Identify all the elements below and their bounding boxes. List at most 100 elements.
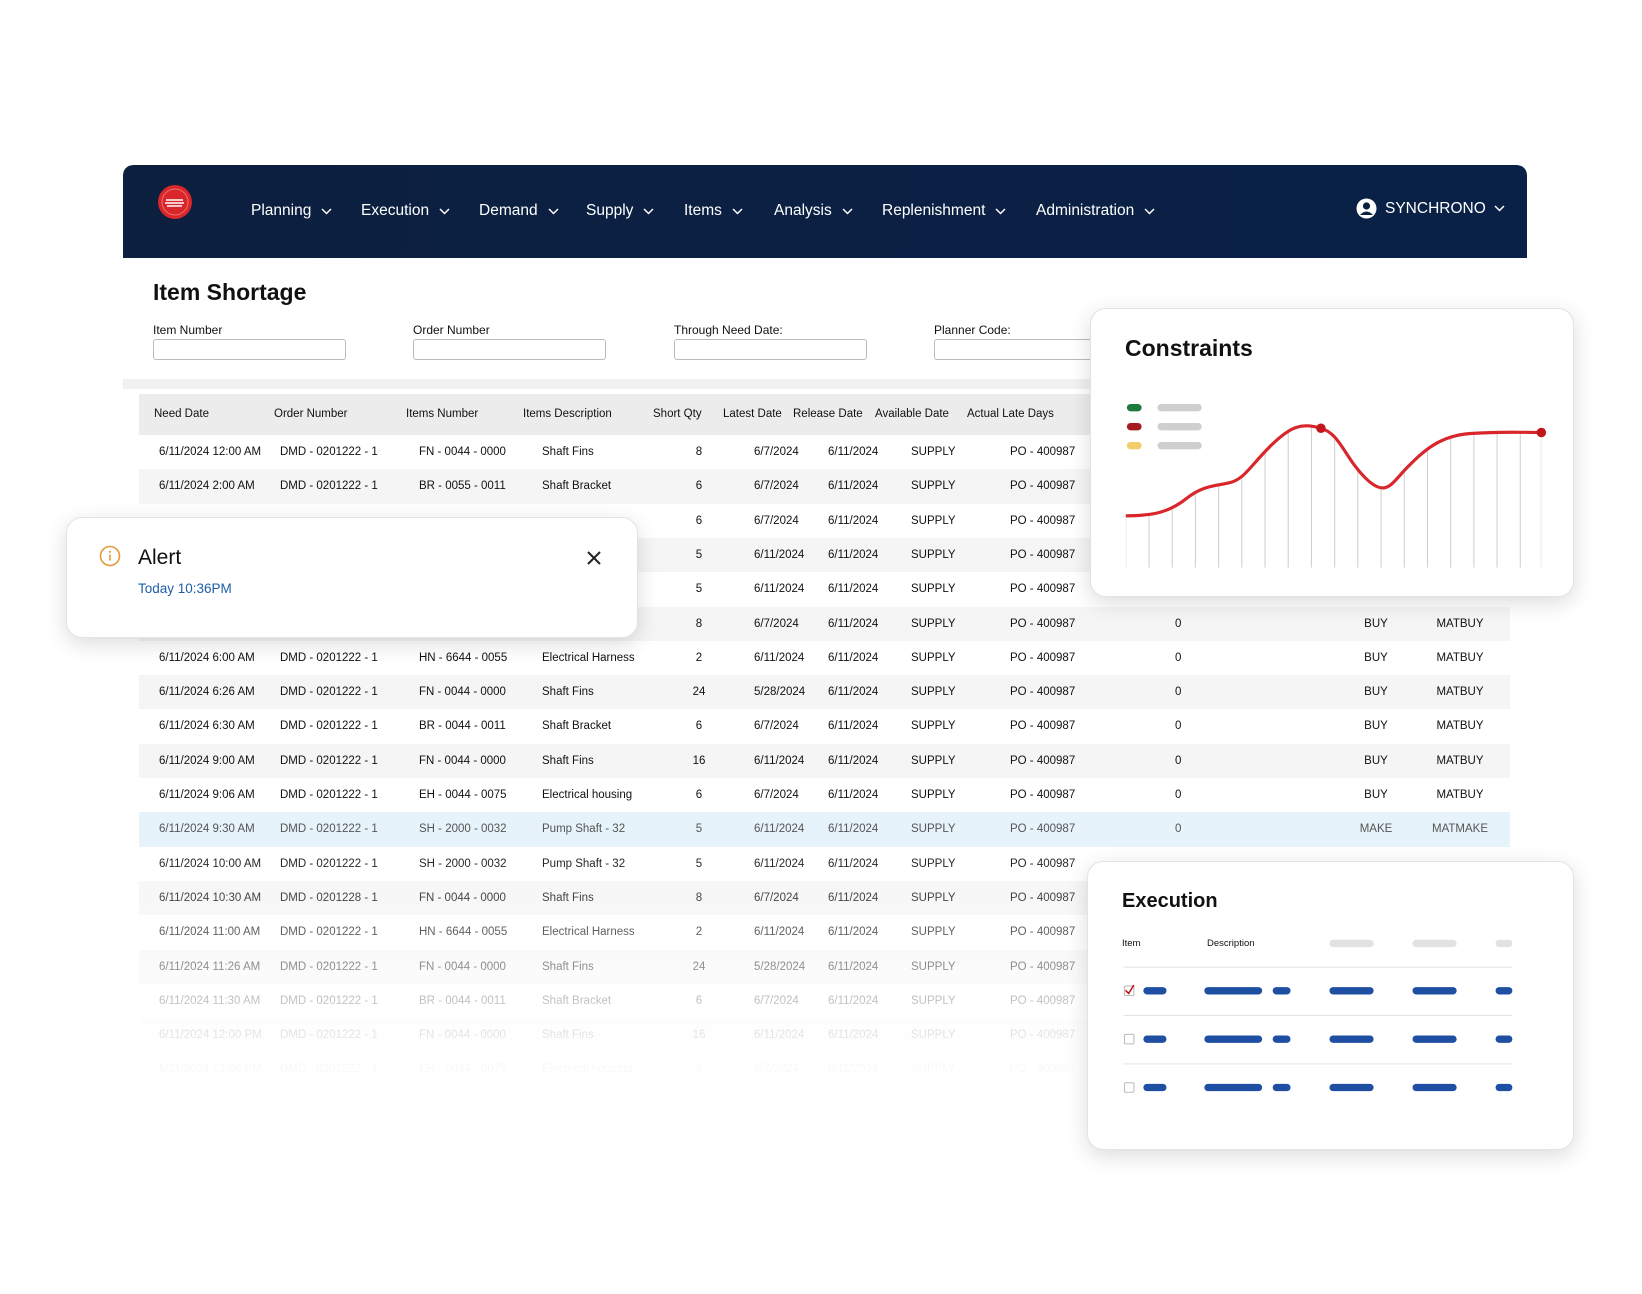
nav-item[interactable]: Supply	[586, 202, 654, 220]
user-menu[interactable]: SYNCHRONO	[1356, 198, 1505, 219]
table-row[interactable]: 6/11/2024 6:26 AM DMD - 0201222 - 1 FN - 0…	[139, 675, 1510, 710]
table-cell: SUPPLY	[911, 514, 956, 527]
filter-input[interactable]	[413, 339, 606, 360]
table-cell: FN - 0044 - 0000	[419, 686, 506, 699]
table-cell: PO - 400987	[1010, 960, 1076, 973]
column-header: Available Date	[875, 408, 949, 420]
table-cell: DMD - 0201222 - 1	[280, 720, 378, 733]
filter-input[interactable]	[674, 339, 867, 360]
table-cell: Electrical Harness	[542, 926, 635, 939]
table-cell: SUPPLY	[911, 1063, 956, 1076]
nav-item[interactable]: Replenishment	[882, 202, 1006, 220]
nav-label: Execution	[361, 202, 430, 219]
table-cell: Shaft Fins	[542, 891, 594, 904]
table-row[interactable]: 6/11/2024 9:00 AM DMD - 0201222 - 1 FN - 0…	[139, 743, 1510, 778]
table-cell: Shaft Bracket	[542, 720, 612, 733]
chevron	[1494, 205, 1505, 212]
constraints-card: Constraints	[1090, 308, 1574, 597]
table-cell: 0	[1175, 823, 1182, 836]
table-cell: Shaft Fins	[542, 686, 594, 699]
table-cell: PO - 400987	[1010, 446, 1076, 458]
logo[interactable]	[157, 184, 193, 220]
close-button[interactable]	[586, 550, 602, 566]
table-cell: DMD - 0201222 - 1	[280, 651, 378, 664]
nav-label: Items	[684, 202, 722, 219]
table-cell: MATBUY	[1436, 720, 1484, 733]
nav-item[interactable]: Planning	[251, 202, 332, 220]
table-row[interactable]: 6/11/2024 12:06 PM DMD - 0201222 - 1 EH - …	[139, 1052, 1510, 1085]
table-cell: BUY	[1364, 651, 1388, 664]
table-cell: PO - 400987	[1010, 994, 1076, 1007]
table-cell: Shaft Bracket	[542, 994, 612, 1007]
table-cell: 2	[695, 651, 703, 664]
table-cell: 6	[695, 514, 703, 527]
table-cell: 6/11/2024 11:30 AM	[159, 994, 261, 1007]
nav-item[interactable]: Items	[684, 202, 743, 220]
table-cell: EH - 0044 - 0075	[419, 789, 507, 801]
table-cell: PO - 400987	[1010, 617, 1076, 630]
table-cell: Electrical housing	[542, 1063, 633, 1076]
column-header: Short Qty	[653, 408, 702, 420]
table-cell: 6/11/2024 6:00 AM	[159, 651, 255, 664]
table-row[interactable]: 6/11/2024 10:00 AM DMD - 0201222 - 1 SH - …	[139, 847, 1510, 881]
table-cell: DMD - 0201222 - 1	[280, 789, 378, 801]
table-row[interactable]: 6/11/2024 6:00 AM DMD - 0201222 - 1 HN - 6…	[139, 641, 1510, 675]
table-row[interactable]: 6/11/2024 11:00 AM DMD - 0201222 - 1 HN - …	[139, 915, 1510, 949]
table-cell: SUPPLY	[911, 720, 956, 733]
chevron	[643, 207, 654, 215]
table-cell: 0	[1175, 651, 1182, 664]
table-cell: 0	[1175, 754, 1182, 767]
table-cell: 8	[695, 446, 703, 458]
table-cell: DMD - 0201222 - 1	[280, 926, 378, 939]
table-row[interactable]: 6/11/2024 9:30 AM DMD - 0201222 - 1 SH - 2…	[139, 812, 1510, 847]
table-cell: Pump Shaft - 32	[542, 823, 626, 836]
table-cell: BR - 0044 - 0011	[419, 994, 506, 1007]
column-header: Need Date	[154, 408, 209, 420]
table-cell: SH - 2000 - 0032	[419, 823, 507, 836]
chevron	[732, 207, 743, 215]
table-row[interactable]: 6/11/2024 9:06 AM DMD - 0201222 - 1 EH - 0…	[139, 778, 1510, 812]
table-cell: 6/11/2024 12:00 PM	[159, 1029, 262, 1042]
table-cell: 6/11/2024 9:06 AM	[159, 789, 255, 801]
table-cell: 6/11/2024	[754, 583, 805, 596]
table-cell: SUPPLY	[911, 617, 956, 630]
table-cell: 5	[695, 548, 703, 561]
table-cell: 0	[1175, 617, 1182, 630]
table-row[interactable]: 6/11/2024 6:30 AM DMD - 0201222 - 1 BR - 0…	[139, 709, 1510, 743]
table-cell: SUPPLY	[911, 1029, 956, 1042]
filter-input[interactable]	[153, 339, 346, 360]
table-cell: 5	[695, 857, 703, 870]
nav-item[interactable]: Administration	[1036, 202, 1155, 220]
table-cell: 0	[1175, 686, 1182, 699]
nav-item[interactable]: Analysis	[774, 202, 853, 220]
execution-card: Execution Item Description	[1087, 861, 1574, 1150]
table-cell: PO - 400987	[1010, 548, 1076, 561]
table-row[interactable]: 6 6/7/2024 6/11/2024 SUPPLY PO - 400987	[139, 504, 1510, 538]
nav-item[interactable]: Demand	[479, 202, 559, 220]
table-row[interactable]: 6/11/2024 11:30 AM DMD - 0201222 - 1 BR - …	[139, 984, 1510, 1018]
chevron	[548, 207, 559, 215]
table-cell: PO - 400987	[1010, 789, 1076, 801]
table-row[interactable]: 6/11/2024 12:00 AM DMD - 0201222 - 1 FN - …	[139, 435, 1510, 469]
table-cell: PO - 400987	[1010, 1029, 1076, 1042]
table-cell: 6/11/2024	[828, 480, 879, 493]
separator	[123, 379, 1527, 389]
info-icon	[99, 545, 121, 567]
table-cell: SUPPLY	[911, 994, 956, 1007]
table-cell: 6/11/2024	[828, 994, 879, 1007]
table-cell: 6/11/2024 11:26 AM	[159, 960, 261, 973]
table-cell: Shaft Fins	[542, 1029, 594, 1042]
filter-label: Planner Code:	[934, 323, 1011, 337]
table-cell: 6/11/2024	[828, 891, 879, 904]
table-cell: 2	[695, 926, 703, 939]
alert-card: Alert Today 10:36PM	[66, 517, 638, 638]
table-cell: 6/7/2024	[754, 994, 799, 1007]
table-cell: MATBUY	[1436, 789, 1484, 801]
table-row[interactable]: 5 6/11/2024 6/11/2024 SUPPLY PO - 400987	[139, 572, 1510, 606]
table-cell: DMD - 0201222 - 1	[280, 960, 378, 973]
table-cell: 6/11/2024	[828, 720, 879, 733]
column-header: Latest Date	[723, 408, 782, 420]
filter-label: Order Number	[413, 323, 490, 337]
nav-item[interactable]: Execution	[361, 202, 450, 220]
table-cell: 8	[695, 617, 703, 630]
